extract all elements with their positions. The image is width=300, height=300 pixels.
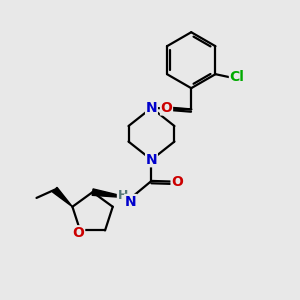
Text: N: N bbox=[146, 101, 157, 115]
Polygon shape bbox=[92, 189, 131, 198]
Text: O: O bbox=[73, 226, 85, 240]
Text: N: N bbox=[125, 194, 136, 208]
Text: Cl: Cl bbox=[230, 70, 244, 84]
Polygon shape bbox=[52, 187, 72, 207]
Text: N: N bbox=[146, 153, 157, 167]
Text: O: O bbox=[171, 175, 183, 188]
Text: H: H bbox=[117, 188, 128, 202]
Text: O: O bbox=[160, 101, 172, 115]
